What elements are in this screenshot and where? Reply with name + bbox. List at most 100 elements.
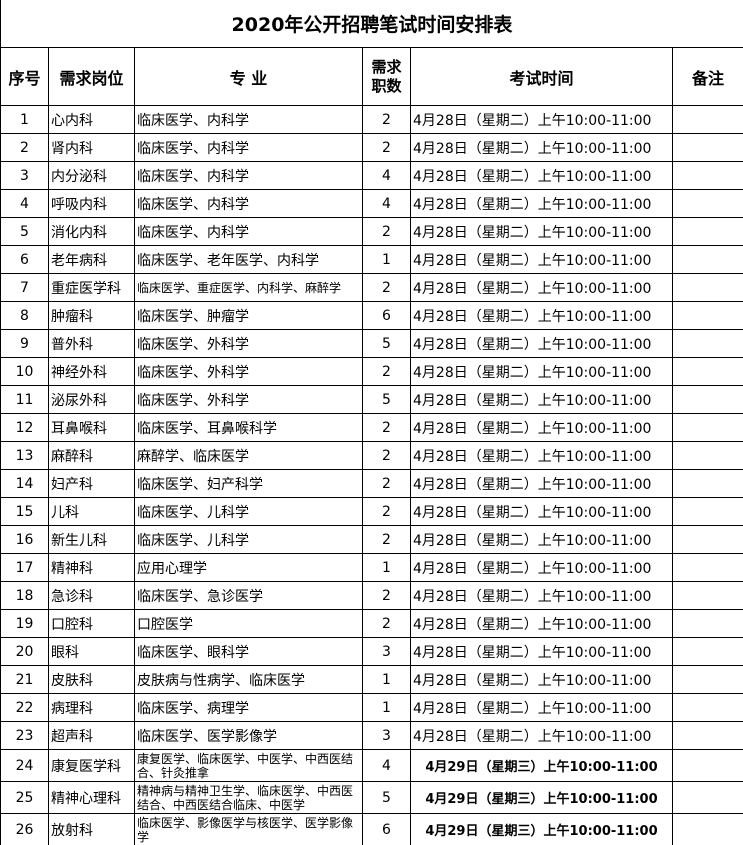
cell-note [672, 665, 743, 694]
cell-position: 泌尿外科 [48, 385, 135, 414]
cell-time: 4月28日（星期二）上午10:00-11:00 [410, 133, 673, 162]
cell-major: 精神病与精神卫生学、临床医学、中西医结合、中西医结合临床、中医学 [134, 781, 363, 814]
cell-position: 消化内科 [48, 217, 135, 246]
cell-count: 1 [362, 553, 411, 582]
cell-no: 13 [0, 441, 49, 470]
cell-position: 新生儿科 [48, 525, 135, 554]
cell-note [672, 693, 743, 722]
table-row: 4 呼吸内科 临床医学、内科学 4 4月28日（星期二）上午10:00-11:00 [0, 189, 743, 218]
cell-note [672, 469, 743, 498]
cell-major: 临床医学、眼科学 [134, 637, 363, 666]
cell-no: 26 [0, 813, 49, 845]
header-count: 需求职数 [362, 47, 411, 106]
header-position: 需求岗位 [48, 47, 135, 106]
cell-no: 18 [0, 581, 49, 610]
cell-count: 2 [362, 357, 411, 386]
cell-count: 4 [362, 189, 411, 218]
cell-count: 2 [362, 581, 411, 610]
cell-position: 耳鼻喉科 [48, 413, 135, 442]
cell-time: 4月28日（星期二）上午10:00-11:00 [410, 609, 673, 638]
cell-major: 口腔医学 [134, 609, 363, 638]
cell-count: 4 [362, 749, 411, 782]
cell-count: 6 [362, 813, 411, 845]
cell-no: 23 [0, 721, 49, 750]
table-row: 26 放射科 临床医学、影像医学与核医学、医学影像学 6 4月29日（星期三）上午10:… [0, 813, 743, 845]
cell-note [672, 189, 743, 218]
table-row: 19 口腔科 口腔医学 2 4月28日（星期二）上午10:00-11:00 [0, 609, 743, 638]
cell-time: 4月28日（星期二）上午10:00-11:00 [410, 525, 673, 554]
cell-no: 8 [0, 301, 49, 330]
cell-position: 眼科 [48, 637, 135, 666]
cell-position: 精神心理科 [48, 781, 135, 814]
cell-time: 4月28日（星期二）上午10:00-11:00 [410, 385, 673, 414]
cell-note [672, 581, 743, 610]
cell-major: 临床医学、内科学 [134, 217, 363, 246]
cell-major: 临床医学、医学影像学 [134, 721, 363, 750]
cell-major: 康复医学、临床医学、中医学、中西医结合、针灸推拿 [134, 749, 363, 782]
cell-position: 超声科 [48, 721, 135, 750]
cell-major: 临床医学、病理学 [134, 693, 363, 722]
cell-position: 神经外科 [48, 357, 135, 386]
cell-position: 精神科 [48, 553, 135, 582]
cell-position: 妇产科 [48, 469, 135, 498]
cell-count: 3 [362, 721, 411, 750]
cell-no: 9 [0, 329, 49, 358]
cell-note [672, 161, 743, 190]
cell-note [672, 385, 743, 414]
cell-position: 麻醉科 [48, 441, 135, 470]
cell-no: 4 [0, 189, 49, 218]
cell-note [672, 497, 743, 526]
cell-count: 2 [362, 497, 411, 526]
cell-count: 1 [362, 245, 411, 274]
table-row: 3 内分泌科 临床医学、内科学 4 4月28日（星期二）上午10:00-11:00 [0, 161, 743, 190]
cell-time: 4月28日（星期二）上午10:00-11:00 [410, 189, 673, 218]
cell-no: 25 [0, 781, 49, 814]
cell-no: 17 [0, 553, 49, 582]
cell-major: 临床医学、影像医学与核医学、医学影像学 [134, 813, 363, 845]
table-row: 13 麻醉科 麻醉学、临床医学 2 4月28日（星期二）上午10:00-11:00 [0, 441, 743, 470]
table-row: 11 泌尿外科 临床医学、外科学 5 4月28日（星期二）上午10:00-11:00 [0, 385, 743, 414]
header-major: 专 业 [134, 47, 363, 106]
cell-note [672, 441, 743, 470]
cell-time: 4月28日（星期二）上午10:00-11:00 [410, 217, 673, 246]
cell-count: 2 [362, 273, 411, 302]
cell-time: 4月28日（星期二）上午10:00-11:00 [410, 721, 673, 750]
table-row: 15 儿科 临床医学、儿科学 2 4月28日（星期二）上午10:00-11:00 [0, 497, 743, 526]
cell-time: 4月28日（星期二）上午10:00-11:00 [410, 665, 673, 694]
schedule-table: 序号 需求岗位 专 业 需求职数 考试时间 备注 1 心内科 临床医学、内科学 2 4月… [0, 47, 743, 845]
cell-note [672, 245, 743, 274]
table-row: 1 心内科 临床医学、内科学 2 4月28日（星期二）上午10:00-11:00 [0, 105, 743, 134]
table-row: 8 肿瘤科 临床医学、肿瘤学 6 4月28日（星期二）上午10:00-11:00 [0, 301, 743, 330]
cell-count: 6 [362, 301, 411, 330]
cell-note [672, 813, 743, 845]
cell-time: 4月28日（星期二）上午10:00-11:00 [410, 497, 673, 526]
cell-major: 临床医学、儿科学 [134, 525, 363, 554]
cell-note [672, 413, 743, 442]
cell-time: 4月28日（星期二）上午10:00-11:00 [410, 441, 673, 470]
cell-major: 临床医学、老年医学、内科学 [134, 245, 363, 274]
cell-count: 2 [362, 609, 411, 638]
header-no: 序号 [0, 47, 49, 106]
cell-note [672, 749, 743, 782]
cell-major: 临床医学、内科学 [134, 189, 363, 218]
cell-position: 急诊科 [48, 581, 135, 610]
cell-no: 1 [0, 105, 49, 134]
cell-position: 心内科 [48, 105, 135, 134]
header-row: 序号 需求岗位 专 业 需求职数 考试时间 备注 [0, 47, 743, 106]
cell-time: 4月29日（星期三）上午10:00-11:00 [410, 781, 673, 814]
cell-count: 5 [362, 329, 411, 358]
cell-major: 应用心理学 [134, 553, 363, 582]
cell-position: 呼吸内科 [48, 189, 135, 218]
cell-position: 皮肤科 [48, 665, 135, 694]
cell-count: 4 [362, 161, 411, 190]
table-row: 21 皮肤科 皮肤病与性病学、临床医学 1 4月28日（星期二）上午10:00-11:0… [0, 665, 743, 694]
cell-position: 重症医学科 [48, 273, 135, 302]
cell-position: 普外科 [48, 329, 135, 358]
table-row: 23 超声科 临床医学、医学影像学 3 4月28日（星期二）上午10:00-11:00 [0, 721, 743, 750]
cell-no: 24 [0, 749, 49, 782]
table-row: 6 老年病科 临床医学、老年医学、内科学 1 4月28日（星期二）上午10:00-11:… [0, 245, 743, 274]
cell-time: 4月28日（星期二）上午10:00-11:00 [410, 637, 673, 666]
table-row: 18 急诊科 临床医学、急诊医学 2 4月28日（星期二）上午10:00-11:00 [0, 581, 743, 610]
table-row: 17 精神科 应用心理学 1 4月28日（星期二）上午10:00-11:00 [0, 553, 743, 582]
